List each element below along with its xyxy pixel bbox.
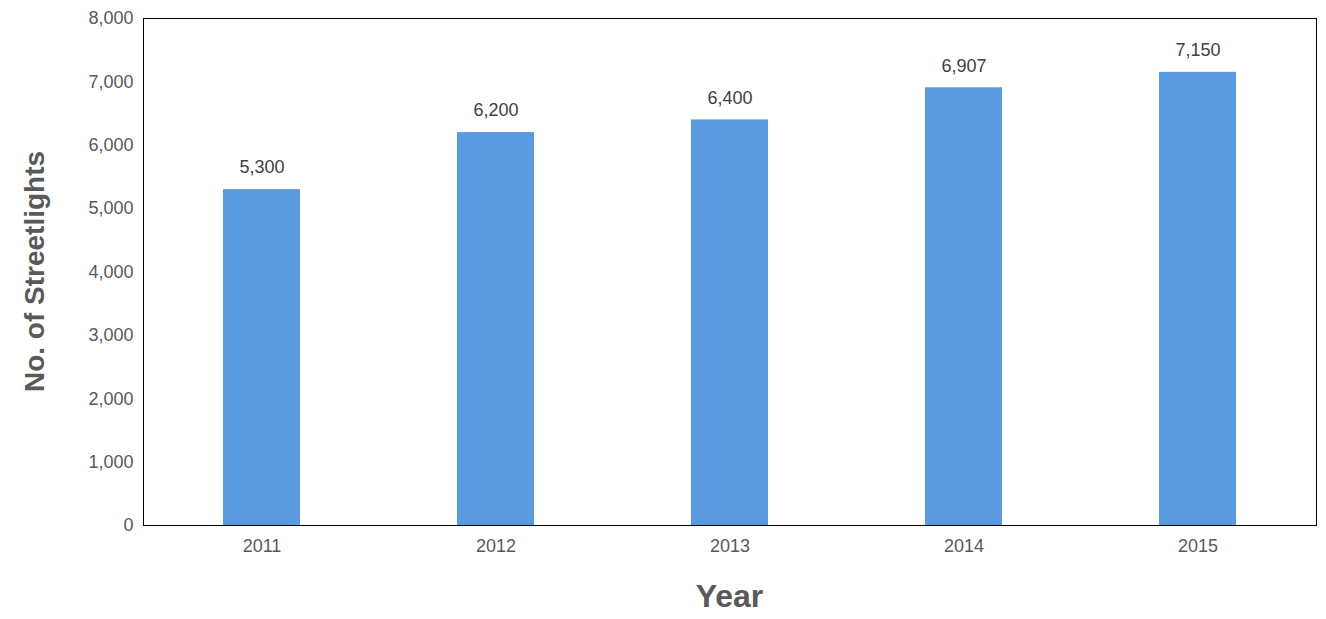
svg-text:6,000: 6,000 [88, 135, 133, 155]
svg-text:8,000: 8,000 [88, 8, 133, 28]
svg-text:1,000: 1,000 [88, 452, 133, 472]
svg-text:3,000: 3,000 [88, 325, 133, 345]
svg-text:6,400: 6,400 [707, 88, 752, 108]
svg-text:2012: 2012 [476, 536, 516, 556]
svg-text:0: 0 [123, 515, 133, 535]
svg-text:5,300: 5,300 [239, 157, 284, 177]
svg-text:5,000: 5,000 [88, 198, 133, 218]
svg-text:2014: 2014 [944, 536, 984, 556]
svg-text:2015: 2015 [1178, 536, 1218, 556]
svg-text:2011: 2011 [243, 536, 282, 556]
svg-text:2,000: 2,000 [88, 389, 133, 409]
svg-text:7,000: 7,000 [88, 72, 133, 92]
svg-text:2013: 2013 [710, 536, 750, 556]
svg-text:6,907: 6,907 [941, 56, 986, 76]
svg-text:Year: Year [696, 578, 764, 614]
svg-text:6,200: 6,200 [473, 100, 518, 120]
svg-text:No. of Streetlights: No. of Streetlights [19, 151, 50, 392]
svg-text:7,150: 7,150 [1175, 40, 1220, 60]
svg-text:4,000: 4,000 [88, 262, 133, 282]
